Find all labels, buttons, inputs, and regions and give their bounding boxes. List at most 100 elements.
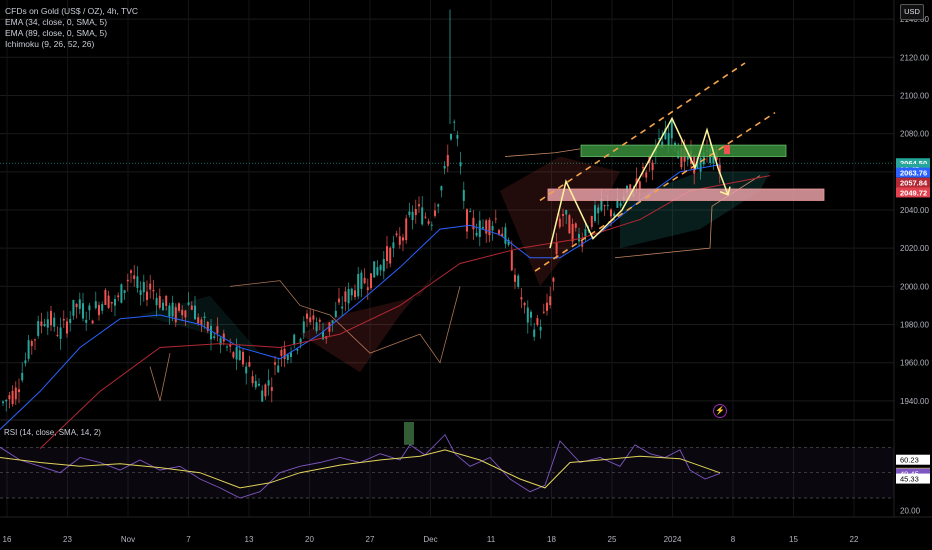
price-badge-label: 2063.76	[900, 169, 927, 178]
candle-body	[24, 360, 27, 364]
candle-body	[712, 153, 715, 164]
time-tick-label: Nov	[121, 535, 135, 544]
candle-body	[248, 362, 251, 367]
candle-body	[549, 296, 552, 306]
candle-body	[344, 291, 347, 302]
candle-body	[354, 290, 356, 298]
candle-body	[331, 320, 334, 323]
price-badge	[896, 158, 930, 169]
candle-body	[296, 349, 299, 351]
candle-body	[14, 387, 17, 400]
candle-body	[443, 165, 446, 169]
candle-body	[446, 155, 449, 167]
candle-body	[238, 350, 241, 360]
candle-body	[162, 302, 164, 311]
candle-body	[539, 326, 542, 331]
candle-body	[398, 236, 401, 245]
candle-body	[242, 351, 244, 365]
price-badge-label: 2057.84	[900, 179, 928, 188]
candle-body	[322, 331, 324, 340]
candle-body	[309, 317, 312, 323]
ema34-legend: EMA (34, close, 0, SMA, 5)	[5, 17, 108, 27]
price-tick-label: 2120.00	[900, 53, 929, 62]
candle-body	[590, 216, 593, 227]
indicator-legend: CFDs on Gold (US$ / OZ), 4h, TVC EMA (34…	[5, 6, 138, 50]
currency-button[interactable]: USD	[900, 4, 924, 20]
candle-body	[699, 157, 702, 172]
rsi-badge	[896, 468, 930, 479]
candle-body	[245, 366, 248, 374]
candle-body	[565, 210, 568, 215]
candle-body	[66, 321, 68, 334]
pattern-arrow	[717, 167, 729, 195]
rsi-badge	[896, 454, 930, 465]
candle-body	[194, 305, 196, 320]
candle-body	[424, 216, 427, 218]
candle-body	[690, 151, 692, 164]
candle-body	[104, 290, 107, 305]
candle-body	[165, 295, 168, 306]
candle-body	[299, 338, 302, 344]
candle-body	[315, 322, 318, 332]
candle-body	[402, 237, 404, 241]
candle-body	[40, 321, 43, 327]
candle-body	[574, 223, 577, 228]
price-badge	[896, 167, 930, 178]
candle-body	[616, 198, 619, 208]
candle-body	[462, 189, 465, 201]
candle-body	[190, 305, 193, 310]
lightning-icon[interactable]: ⚡	[713, 404, 727, 418]
candle-body	[440, 186, 443, 191]
candle-body	[34, 339, 36, 341]
candle-body	[120, 284, 123, 303]
rsi-badge	[896, 473, 930, 484]
candle-body	[629, 184, 632, 190]
ichimoku-span	[149, 280, 461, 402]
candle-body	[283, 348, 286, 360]
rsi-line	[0, 433, 721, 499]
candle-body	[219, 337, 222, 346]
candle-body	[395, 233, 398, 236]
candle-body	[382, 259, 385, 272]
candle-body	[526, 307, 529, 323]
candle-body	[133, 275, 136, 280]
rsi-badge-label: 45.33	[900, 475, 919, 484]
time-tick-label: 13	[245, 535, 254, 544]
candle-body	[642, 167, 644, 169]
candle-body	[482, 227, 484, 229]
candle-body	[37, 321, 40, 336]
candle-body	[635, 178, 638, 184]
candle-body	[229, 344, 232, 347]
candle-body	[123, 290, 126, 293]
time-tick-label: 15	[789, 535, 798, 544]
candle-body	[491, 226, 494, 231]
candle-body	[392, 242, 395, 249]
candle-body	[360, 272, 363, 289]
candle-body	[126, 279, 129, 282]
candle-body	[651, 162, 654, 171]
candle-body	[507, 239, 510, 245]
candle-body	[174, 307, 177, 323]
candle-body	[517, 275, 520, 287]
candle-body	[571, 223, 574, 242]
candle-body	[155, 297, 158, 306]
candle-body	[114, 299, 116, 306]
candle-body	[82, 303, 84, 319]
trend-line-lower	[534, 111, 776, 272]
candle-body	[200, 319, 203, 325]
candle-body	[267, 380, 270, 386]
candle-body	[427, 221, 430, 224]
candle-body	[405, 218, 408, 241]
candle-body	[379, 265, 382, 271]
candle-body	[584, 229, 587, 237]
candle-body	[277, 365, 280, 373]
candle-body	[600, 199, 603, 211]
time-tick-label: 27	[366, 535, 375, 544]
candle-body	[530, 311, 532, 318]
candle-body	[363, 277, 366, 284]
candle-body	[536, 318, 539, 325]
candle-body	[91, 320, 94, 324]
candle-body	[638, 181, 641, 190]
candle-body	[523, 302, 526, 306]
